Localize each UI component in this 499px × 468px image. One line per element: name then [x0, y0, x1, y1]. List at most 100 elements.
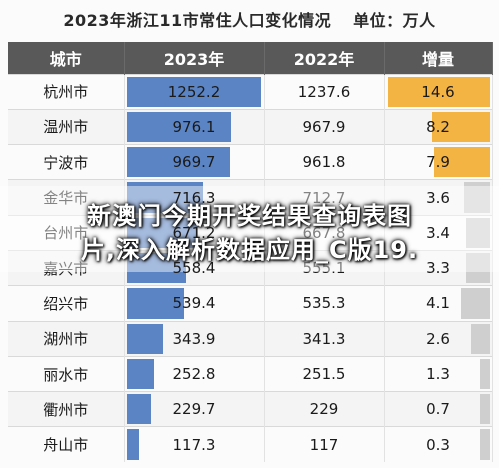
city-cell: 舟山市 — [8, 426, 125, 463]
increase-cell: 8.2 — [384, 108, 493, 145]
bar-2023 — [126, 323, 164, 354]
bar-2023 — [126, 217, 199, 248]
value-2023-cell: 969.7 — [124, 144, 265, 180]
city-cell: 温州市 — [8, 108, 125, 145]
bar-2023 — [126, 358, 154, 390]
value-2023-cell: 976.1 — [124, 108, 265, 145]
bar-2023 — [126, 182, 204, 213]
bar-increase — [464, 182, 490, 213]
increase-cell: 4.1 — [384, 285, 493, 322]
table-body: 杭州市 1252.2 1237.6 14.6 温州市 976.1 967.9 8.2 宁波市 96… — [8, 73, 493, 463]
value-increase: 3.6 — [426, 188, 450, 207]
increase-cell: 3.6 — [384, 179, 493, 216]
bar-increase — [434, 147, 490, 178]
table-row: 衢州市 229.7 229 0.7 — [8, 391, 493, 427]
city-cell: 绍兴市 — [8, 285, 125, 322]
bar-increase — [460, 288, 490, 319]
bar-increase — [479, 429, 490, 461]
header-increase: 增量 — [384, 42, 493, 74]
table-row: 丽水市 252.8 251.5 1.3 — [8, 355, 493, 392]
value-2023-cell: 1252.2 — [124, 73, 265, 110]
value-2022-cell: 1237.6 — [264, 73, 385, 110]
value-increase: 2.6 — [426, 329, 450, 348]
header-2022: 2022年 — [264, 42, 385, 74]
bar-2023 — [126, 394, 152, 425]
table-row: 杭州市 1252.2 1237.6 14.6 — [8, 73, 493, 110]
value-2022-cell: 341.3 — [264, 320, 385, 357]
value-2023: 1252.2 — [167, 82, 221, 101]
table-row: 宁波市 969.7 961.8 7.9 — [8, 144, 493, 180]
value-increase: 1.3 — [426, 365, 450, 384]
city-cell: 宁波市 — [8, 144, 125, 180]
table-row: 绍兴市 539.4 535.3 4.1 — [8, 285, 493, 322]
city-cell: 台州市 — [8, 214, 125, 251]
value-2023-cell: 252.8 — [124, 355, 265, 392]
table-row: 嘉兴市 558.4 555.1 3.3 — [8, 249, 493, 286]
city-cell: 丽水市 — [8, 355, 125, 392]
value-2022-cell: 251.5 — [264, 355, 385, 392]
value-2023-cell: 229.7 — [124, 391, 265, 427]
city-cell: 金华市 — [8, 179, 125, 216]
value-2023: 671.2 — [172, 223, 216, 242]
increase-cell: 14.6 — [384, 73, 493, 110]
value-2023: 539.4 — [172, 294, 216, 313]
value-2023: 229.7 — [172, 400, 216, 419]
value-2023: 343.9 — [172, 329, 216, 348]
increase-cell: 0.7 — [384, 391, 493, 427]
value-increase: 8.2 — [426, 117, 450, 136]
value-2022-cell: 667.8 — [264, 214, 385, 251]
value-2023-cell: 343.9 — [124, 320, 265, 357]
bar-increase — [479, 394, 490, 425]
watermark-line-2: 片,深入解析数据应用_C版19. — [80, 236, 419, 264]
bar-increase — [432, 111, 490, 143]
header-city: 城市 — [8, 42, 125, 74]
watermark-band — [0, 186, 499, 272]
value-2023: 252.8 — [172, 365, 216, 384]
value-2023-cell: 716.3 — [124, 179, 265, 216]
value-2023: 558.4 — [172, 259, 216, 278]
bar-2023 — [126, 429, 140, 461]
bar-increase — [465, 217, 490, 248]
population-table: 城市 2023年 2022年 增量 杭州市 1252.2 1237.6 14.6 温州市… — [8, 42, 493, 463]
bar-increase — [466, 252, 490, 284]
bar-2023 — [126, 76, 261, 107]
value-2023-cell: 539.4 — [124, 285, 265, 322]
increase-cell: 0.3 — [384, 426, 493, 463]
increase-cell: 3.3 — [384, 249, 493, 286]
bar-2023 — [126, 288, 185, 319]
increase-cell: 3.4 — [384, 214, 493, 251]
city-cell: 杭州市 — [8, 73, 125, 110]
city-cell: 湖州市 — [8, 320, 125, 357]
value-2023: 716.3 — [172, 188, 216, 207]
value-2022-cell: 555.1 — [264, 249, 385, 286]
bar-increase — [479, 358, 490, 390]
city-cell: 衢州市 — [8, 391, 125, 427]
increase-cell: 7.9 — [384, 144, 493, 180]
table-row: 湖州市 343.9 341.3 2.6 — [8, 320, 493, 357]
value-2022-cell: 229 — [264, 391, 385, 427]
value-2022-cell: 535.3 — [264, 285, 385, 322]
bar-increase — [387, 76, 490, 107]
table-row: 舟山市 117.3 117 0.3 — [8, 426, 493, 463]
bar-increase — [471, 323, 490, 354]
increase-cell: 1.3 — [384, 355, 493, 392]
page-title: 2023年浙江11市常住人口变化情况 单位：万人 — [0, 4, 499, 38]
value-2023: 969.7 — [172, 153, 216, 172]
header-row: 城市 2023年 2022年 增量 — [8, 42, 493, 74]
value-2022-cell: 117 — [264, 426, 385, 463]
value-2023-cell: 671.2 — [124, 214, 265, 251]
value-increase: 0.3 — [426, 435, 450, 454]
value-2022-cell: 961.8 — [264, 144, 385, 180]
value-increase: 3.4 — [426, 223, 450, 242]
table-row: 金华市 716.3 712.7 3.6 — [8, 179, 493, 216]
value-increase: 3.3 — [426, 259, 450, 278]
value-2023: 976.1 — [172, 117, 216, 136]
bar-2023 — [126, 111, 231, 143]
value-increase: 4.1 — [426, 294, 450, 313]
table-row: 台州市 671.2 667.8 3.4 — [8, 214, 493, 251]
value-2023-cell: 558.4 — [124, 249, 265, 286]
value-increase: 14.6 — [421, 82, 455, 101]
value-2022-cell: 967.9 — [264, 108, 385, 145]
value-2022-cell: 712.7 — [264, 179, 385, 216]
title-text: 2023年浙江11市常住人口变化情况 — [63, 11, 332, 30]
